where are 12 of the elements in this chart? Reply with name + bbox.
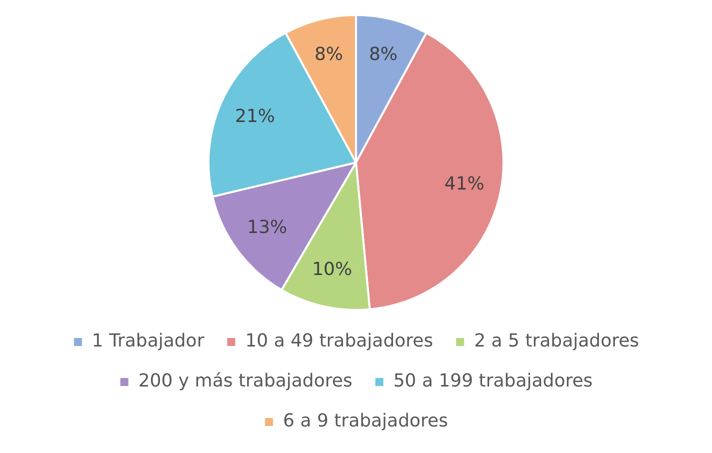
- legend-label: 2 a 5 trabajadores: [474, 330, 640, 352]
- data-label: 13%: [247, 217, 288, 238]
- legend-label: 50 a 199 trabajadores: [393, 370, 593, 392]
- data-label: 41%: [444, 173, 484, 194]
- data-label: 21%: [234, 106, 275, 128]
- legend-label: 1 Trabajador: [92, 330, 205, 352]
- data-label: 8%: [314, 44, 344, 65]
- legend-label: 6 a 9 trabajadores: [283, 410, 448, 432]
- data-label: 10%: [312, 259, 352, 280]
- legend-label: 200 y más trabajadores: [138, 370, 352, 392]
- legend-label: 10 a 49 trabajadores: [245, 330, 434, 352]
- data-label: 8%: [368, 44, 398, 65]
